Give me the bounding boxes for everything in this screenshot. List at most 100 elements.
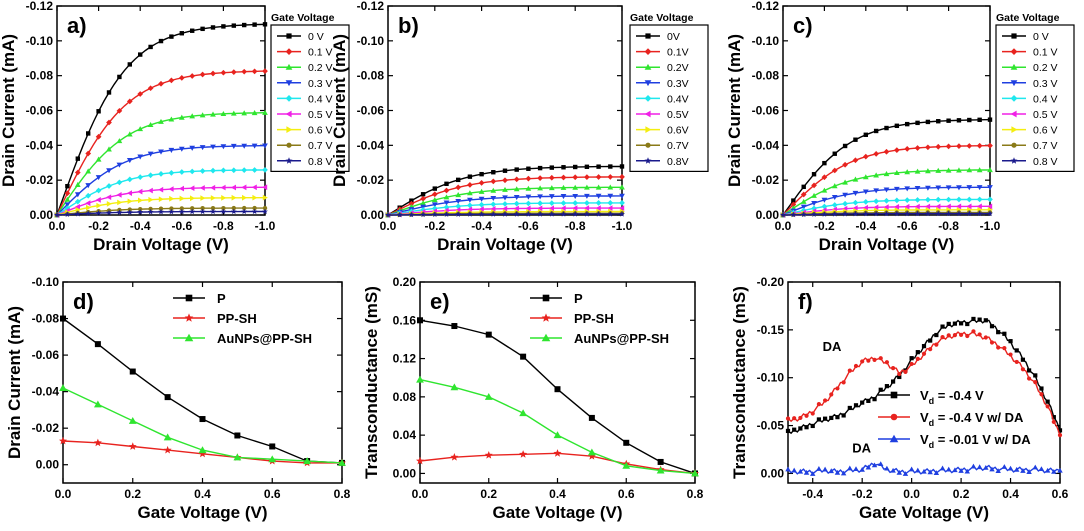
data-point	[862, 153, 869, 160]
data-point	[478, 188, 485, 194]
panel-f: -0.4 -0.2 0.0 0.2 0.4 0.6 0.00 -0.05 -0.10 -0.15 -…	[730, 275, 1069, 522]
data-point	[502, 205, 508, 212]
data-point	[656, 466, 665, 474]
data-point	[168, 208, 175, 215]
data-point	[450, 383, 459, 391]
data-point	[548, 194, 555, 200]
data-point	[502, 195, 508, 201]
y-tick-label: -0.10	[32, 275, 60, 289]
data-point	[1020, 367, 1026, 372]
data-point	[490, 211, 497, 217]
data-point	[178, 208, 185, 215]
x-axis-label: Gate Voltage (V)	[137, 503, 267, 522]
data-point	[966, 167, 973, 173]
data-point	[467, 206, 473, 213]
data-point	[262, 22, 268, 27]
data-point	[189, 208, 196, 215]
data-point	[467, 182, 473, 188]
data-point	[93, 438, 102, 447]
data-point	[909, 356, 914, 361]
legend-label: PP-SH	[574, 311, 614, 326]
data-point	[262, 68, 268, 74]
data-point	[467, 202, 473, 209]
legend-marker	[644, 95, 652, 102]
data-point	[619, 200, 625, 206]
legend-marker	[286, 142, 292, 148]
data-point	[893, 204, 900, 210]
data-point	[1007, 465, 1014, 471]
data-point	[842, 179, 848, 185]
data-point	[883, 187, 890, 193]
x-axis-label: Gate Voltage (V)	[859, 503, 989, 522]
data-point	[816, 402, 822, 407]
data-point	[914, 203, 920, 210]
data-point	[455, 198, 462, 205]
legend-label: 0.5 V	[308, 109, 333, 121]
data-point	[883, 210, 890, 217]
legend-label: AuNPs@PP-SH	[574, 331, 669, 346]
data-point	[925, 119, 931, 125]
data-point	[989, 324, 995, 329]
data-point	[59, 436, 67, 445]
data-point	[231, 23, 236, 28]
series-2	[785, 461, 1063, 476]
legend-marker	[541, 333, 551, 342]
data-point	[866, 358, 871, 363]
data-point	[230, 143, 237, 149]
data-point	[832, 151, 837, 156]
data-point	[987, 142, 993, 149]
data-point	[251, 184, 257, 191]
data-point	[525, 185, 532, 191]
data-point	[619, 205, 625, 211]
legend-label: 0 V	[1033, 31, 1049, 43]
data-point	[199, 145, 206, 151]
data-point	[126, 98, 133, 105]
data-point	[584, 200, 590, 206]
data-point	[608, 164, 613, 169]
data-point	[199, 416, 206, 423]
data-point	[251, 68, 258, 75]
data-point	[147, 187, 153, 194]
legend-label: 0.5V	[667, 109, 689, 121]
data-point	[965, 321, 970, 327]
data-point	[169, 206, 174, 211]
legend-label: 0.7 V	[1033, 140, 1058, 152]
data-point	[800, 198, 807, 204]
data-point	[106, 119, 112, 126]
data-point	[785, 466, 791, 472]
data-point	[220, 110, 227, 117]
x-tick-label: 0.8	[334, 487, 351, 501]
data-point	[199, 168, 206, 174]
data-point	[987, 203, 993, 210]
data-point	[873, 172, 880, 178]
data-point	[595, 184, 602, 190]
data-point	[548, 185, 555, 191]
data-point	[811, 182, 817, 189]
data-point	[126, 158, 133, 164]
panel-a: 0.0 -0.2 -0.4 -0.6 -0.8 -1.0 0.00 -0.02 -0.04 -0.…	[0, 0, 276, 254]
panel-d: 0.0 0.2 0.4 0.6 0.8 0.00 -0.02 -0.04 -0.06 -0.08 -…	[5, 275, 351, 522]
legend-label: 0.3 V	[308, 78, 333, 90]
data-point	[200, 26, 205, 32]
data-point	[106, 146, 112, 152]
data-point	[893, 186, 900, 192]
data-point	[95, 175, 102, 181]
data-point	[455, 203, 462, 210]
data-point	[983, 335, 988, 340]
x-tick-label: -0.6	[518, 219, 539, 233]
legend-marker	[184, 333, 194, 342]
data-point	[897, 374, 902, 380]
data-point	[116, 162, 123, 168]
data-point	[873, 128, 879, 134]
data-point	[210, 184, 216, 191]
data-point	[946, 118, 951, 123]
data-point	[64, 202, 71, 208]
data-point	[262, 194, 268, 201]
x-tick-label: 0.4	[549, 487, 566, 501]
data-point	[147, 172, 154, 179]
data-point	[928, 347, 933, 352]
data-point	[450, 453, 459, 461]
data-point	[210, 144, 216, 150]
data-point	[842, 143, 848, 149]
data-point	[691, 469, 699, 477]
